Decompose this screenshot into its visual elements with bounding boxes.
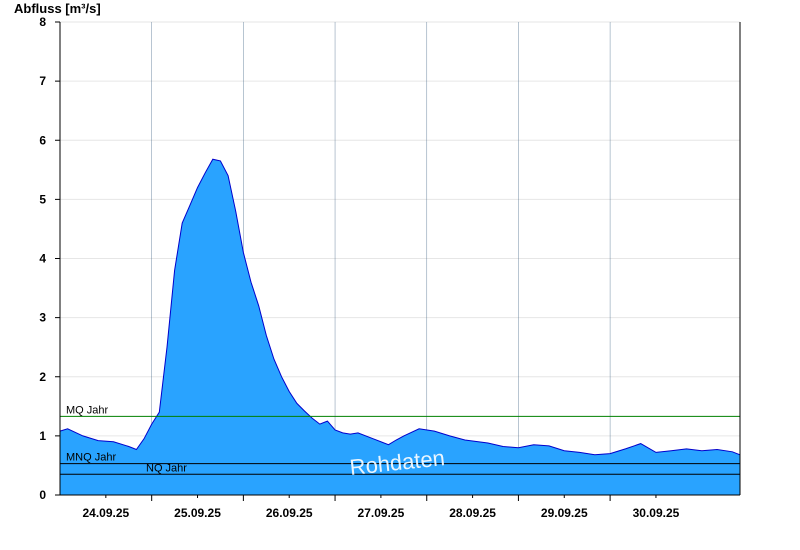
x-tick-label: 24.09.25 [82, 506, 129, 520]
y-tick-label: 5 [39, 192, 46, 206]
y-tick-label: 8 [39, 15, 46, 29]
reference-line-label: NQ Jahr [146, 462, 187, 474]
x-tick-label: 28.09.25 [449, 506, 496, 520]
y-tick-label: 2 [39, 370, 46, 384]
reference-line-label: MQ Jahr [66, 404, 109, 416]
x-tick-label: 30.09.25 [633, 506, 680, 520]
x-tick-labels: 24.09.25 25.09.25 26.09.25 27.09.25 28.09.25… [82, 506, 679, 520]
reference-line-label: MNQ Jahr [66, 452, 116, 464]
series-fill [60, 159, 740, 495]
series-area [59, 158, 741, 495]
y-axis-title: Abfluss [m³/s] [14, 1, 101, 16]
x-tick-label: 25.09.25 [174, 506, 221, 520]
y-tick-label: 7 [39, 74, 46, 88]
x-tick-label: 26.09.25 [266, 506, 313, 520]
y-tick-label: 0 [39, 488, 46, 502]
y-tick-labels: 0 1 2 3 4 5 6 7 8 [39, 15, 46, 502]
y-tick-label: 1 [39, 429, 46, 443]
y-tick-label: 3 [39, 311, 46, 325]
axes [55, 21, 741, 501]
horizontal-gridlines [60, 21, 740, 437]
y-tick-label: 4 [39, 252, 46, 266]
series-line [59, 158, 741, 456]
y-tick-label: 6 [39, 133, 46, 147]
x-tick-label: 29.09.25 [541, 506, 588, 520]
x-tick-label: 27.09.25 [358, 506, 405, 520]
reference-lines: MQ Jahr MNQ Jahr NQ Jahr [60, 404, 740, 475]
